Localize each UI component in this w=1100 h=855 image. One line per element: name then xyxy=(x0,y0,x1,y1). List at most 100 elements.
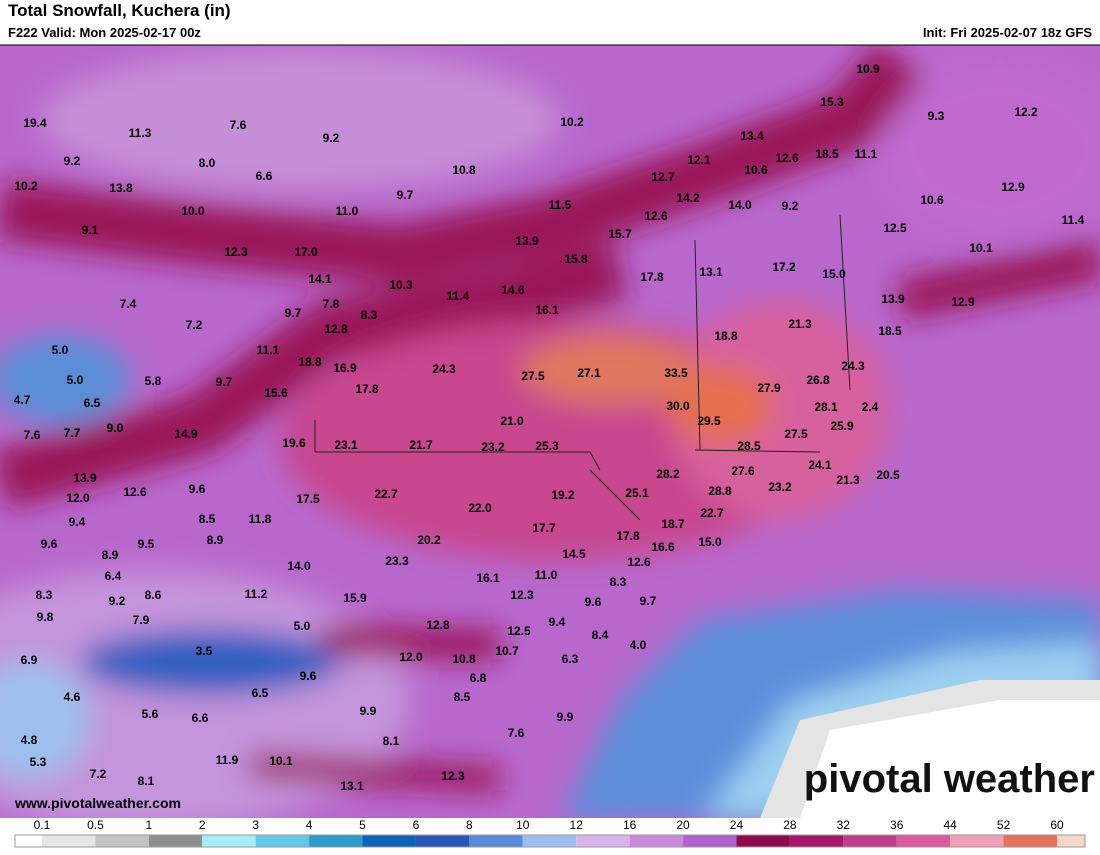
snowfall-label: 21.3 xyxy=(788,317,812,331)
snowfall-label: 9.2 xyxy=(782,199,799,213)
snowfall-label: 13.4 xyxy=(740,129,764,143)
legend-swatch xyxy=(148,835,203,847)
snowfall-label: 17.8 xyxy=(616,529,640,543)
snowfall-label: 12.7 xyxy=(651,170,675,184)
snowfall-label: 13.1 xyxy=(340,779,364,793)
legend-swatch xyxy=(683,835,737,847)
snowfall-label: 7.8 xyxy=(323,297,340,311)
legend-tick-label: 24 xyxy=(730,818,744,832)
snowfall-label: 28.1 xyxy=(814,400,838,414)
snowfall-label: 9.2 xyxy=(109,594,126,608)
snowfall-label: 23.1 xyxy=(334,438,358,452)
snowfall-label: 9.6 xyxy=(585,595,602,609)
snowfall-label: 13.9 xyxy=(73,471,97,485)
snowfall-label: 33.5 xyxy=(664,366,688,380)
snowfall-label: 5.0 xyxy=(294,619,311,633)
snowfall-label: 11.0 xyxy=(535,568,558,582)
legend-swatch xyxy=(789,835,844,847)
snowfall-label: 6.3 xyxy=(562,652,579,666)
snowfall-label: 9.5 xyxy=(138,537,155,551)
legend-swatch xyxy=(95,835,149,847)
snowfall-label: 27.1 xyxy=(577,366,601,380)
snowfall-label: 13.9 xyxy=(515,234,539,248)
snowfall-label: 6.4 xyxy=(105,569,122,583)
snowfall-label: 12.2 xyxy=(1014,105,1038,119)
snowfall-label: 7.4 xyxy=(120,297,137,311)
snowfall-label: 28.8 xyxy=(708,484,732,498)
snowfall-label: 30.0 xyxy=(666,399,690,413)
snowfall-label: 5.0 xyxy=(52,343,69,357)
legend-swatch xyxy=(42,835,96,847)
legend-tick-label: 52 xyxy=(997,818,1011,832)
snowfall-label: 20.5 xyxy=(876,468,900,482)
snowfall-label: 12.0 xyxy=(399,650,423,664)
legend-swatch xyxy=(415,835,470,847)
snowfall-label: 9.7 xyxy=(640,594,657,608)
color-legend: 0.1 0.5 1 2 3 4 5 6 8 10 12 16 20 24 28 32 36 44 52 60 xyxy=(14,818,1086,848)
legend-swatch xyxy=(202,835,256,847)
snowfall-label: 18.8 xyxy=(714,329,738,343)
snowfall-label: 7.2 xyxy=(186,318,203,332)
snowfall-label: 20.2 xyxy=(417,533,441,547)
snowfall-label: 28.5 xyxy=(737,439,761,453)
snowfall-label: 14.1 xyxy=(308,272,332,286)
snowfall-label: 8.5 xyxy=(199,512,216,526)
legend-tick-label: 12 xyxy=(570,818,584,832)
snowfall-label: 8.6 xyxy=(145,588,162,602)
snowfall-label: 8.9 xyxy=(207,533,224,547)
legend-tick-label: 3 xyxy=(252,818,259,832)
snowfall-label: 17.7 xyxy=(532,521,556,535)
snowfall-label: 22.7 xyxy=(374,487,398,501)
snowfall-label: 11.3 xyxy=(129,126,152,140)
snowfall-label: 12.3 xyxy=(510,588,534,602)
snowfall-label: 3.5 xyxy=(196,644,213,658)
snowfall-label: 11.4 xyxy=(1062,213,1085,227)
snowfall-label: 8.1 xyxy=(138,774,155,788)
snowfall-label: 12.3 xyxy=(441,769,465,783)
snowfall-label: 19.2 xyxy=(551,488,575,502)
snowfall-label: 8.3 xyxy=(36,588,53,602)
snowfall-label: 11.0 xyxy=(336,204,359,218)
snowfall-label: 10.6 xyxy=(920,193,944,207)
snowfall-label: 11.1 xyxy=(855,147,878,161)
snowfall-label: 12.8 xyxy=(426,618,450,632)
snowfall-label: 14.2 xyxy=(676,191,700,205)
legend-swatch xyxy=(255,835,310,847)
snowfall-label: 8.3 xyxy=(610,575,627,589)
snowfall-label: 9.8 xyxy=(37,610,54,624)
legend-swatch xyxy=(736,835,790,847)
snowfall-label: 10.8 xyxy=(452,652,476,666)
snowfall-label: 11.2 xyxy=(245,587,268,601)
legend-tick-label: 5 xyxy=(359,818,366,832)
legend-tick-label: 20 xyxy=(676,818,690,832)
legend-tick-label: 2 xyxy=(199,818,206,832)
snowfall-label: 9.7 xyxy=(216,375,233,389)
legend-tick-label: 8 xyxy=(466,818,473,832)
snowfall-label: 11.8 xyxy=(249,512,272,526)
snowfall-label: 16.9 xyxy=(333,361,357,375)
snowfall-label: 9.9 xyxy=(360,704,377,718)
legend-frame xyxy=(14,834,1086,848)
snowfall-label: 14.6 xyxy=(501,283,525,297)
snowfall-label: 5.8 xyxy=(145,374,162,388)
snowfall-label: 15.0 xyxy=(822,267,846,281)
legend-swatch xyxy=(896,835,951,847)
snowfall-label: 24.1 xyxy=(808,458,832,472)
snowfall-label: 23.2 xyxy=(481,440,505,454)
snowfall-label: 15.7 xyxy=(608,227,632,241)
snowfall-label: 12.8 xyxy=(324,322,348,336)
legend-tick-label: 0.1 xyxy=(34,818,51,832)
snowfall-label: 27.9 xyxy=(757,381,781,395)
snowfall-label: 11.4 xyxy=(447,289,470,303)
snowfall-label: 21.3 xyxy=(836,473,860,487)
snowfall-label: 9.6 xyxy=(41,537,58,551)
snowfall-label: 22.7 xyxy=(700,506,724,520)
snowfall-label: 15.6 xyxy=(264,386,288,400)
snowfall-label: 8.0 xyxy=(199,156,216,170)
legend-swatch xyxy=(576,835,630,847)
snowfall-label: 25.3 xyxy=(535,439,559,453)
snowfall-label: 9.1 xyxy=(82,223,99,237)
snowfall-label: 27.5 xyxy=(521,369,545,383)
snowfall-label: 9.4 xyxy=(549,615,566,629)
snowfall-label: 10.2 xyxy=(560,115,584,129)
